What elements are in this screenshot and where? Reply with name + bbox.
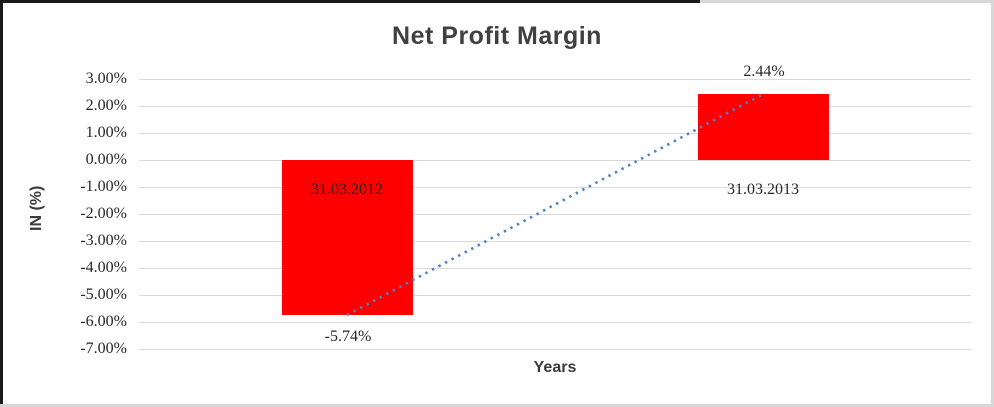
chart-title: Net Profit Margin	[392, 22, 602, 50]
gridline-1.00%	[139, 133, 971, 134]
frame-right-border	[991, 0, 994, 407]
frame-top-black-segment	[0, 0, 700, 3]
gridline--1.00%	[139, 187, 971, 188]
y-tick-label: -5.00%	[80, 286, 127, 303]
gridline--5.00%	[139, 295, 971, 296]
y-tick-label: -3.00%	[80, 232, 127, 249]
y-axis-title: IN (%)	[28, 185, 45, 231]
category-label: 31.03.2012	[311, 181, 383, 198]
bar-31.03.2013[interactable]	[697, 94, 829, 160]
y-tick-label: -1.00%	[80, 178, 127, 195]
gridline--7.00%	[139, 349, 971, 350]
y-tick-label: -6.00%	[80, 313, 127, 330]
gridline-3.00%	[139, 79, 971, 80]
frame-left-border	[0, 0, 3, 404]
y-tick-label: 1.00%	[85, 124, 127, 141]
gridline-0.00%	[139, 160, 971, 161]
y-tick-label: -4.00%	[80, 259, 127, 276]
data-label: -5.74%	[324, 327, 372, 345]
data-label: 2.44%	[743, 63, 785, 81]
frame-top-gray-segment	[700, 0, 994, 3]
y-tick-label: -7.00%	[80, 340, 127, 357]
gridline--2.00%	[139, 214, 971, 215]
y-tick-label: 0.00%	[85, 151, 127, 168]
gridline-2.00%	[139, 106, 971, 107]
y-tick-label: -2.00%	[80, 205, 127, 222]
gridline--4.00%	[139, 268, 971, 269]
x-axis-title: Years	[533, 359, 577, 376]
y-tick-label: 3.00%	[85, 70, 127, 87]
category-label: 31.03.2013	[727, 181, 799, 198]
y-tick-label: 2.00%	[85, 97, 127, 114]
gridline--6.00%	[139, 322, 971, 323]
gridline--3.00%	[139, 241, 971, 242]
frame-bottom-border	[0, 404, 994, 407]
